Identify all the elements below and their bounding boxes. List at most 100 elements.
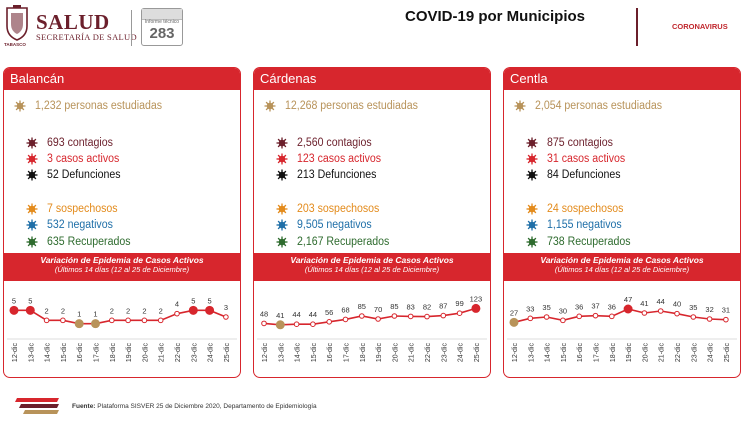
data-label: 85 (390, 302, 398, 311)
tick-label: 17-dic (94, 343, 101, 363)
data-point (576, 313, 582, 320)
data-label: 5 (208, 296, 212, 305)
data-label: 2 (110, 306, 114, 315)
virus-icon (526, 236, 538, 248)
data-point (440, 312, 447, 319)
stat-sospechosos: 24 sospechosos (526, 202, 630, 216)
data-label: 99 (455, 299, 463, 308)
stat-activos-label: 123 casos activos (297, 153, 382, 165)
virus-icon (264, 100, 276, 112)
virus-icon (276, 236, 288, 248)
tick-label: 17-dic (594, 343, 601, 363)
data-point (109, 317, 115, 324)
stat-contagios: 693 contagios (26, 136, 119, 150)
data-point (527, 315, 534, 322)
data-label: 44 (309, 310, 317, 319)
active-cases-chart: 48 12-dic 41 13-dic 44 14-dic 44 15-dic 56 16-dic… (257, 294, 487, 363)
tick-label: 24-dic (458, 343, 465, 363)
virus-icon (276, 219, 288, 231)
footer-label: Fuente: (72, 403, 96, 410)
data-label: 48 (260, 309, 268, 318)
data-label: 33 (526, 304, 534, 313)
tick-label: 20-dic (142, 343, 149, 363)
footer-logo-icon (15, 398, 59, 414)
data-label: 44 (292, 310, 300, 319)
header-divider (131, 10, 132, 46)
stat-studied: 12,268 personas estudiadas (264, 99, 430, 113)
data-label: 70 (374, 305, 382, 314)
data-point (261, 320, 267, 327)
data-point (74, 319, 84, 329)
stat-negativos-label: 1,155 negativos (547, 219, 622, 231)
data-label: 87 (439, 302, 447, 311)
footer-text: Plataforma SISVER 25 de Diciembre 2020, … (97, 403, 317, 410)
data-label: 36 (608, 302, 616, 311)
stat-activos: 123 casos activos (276, 152, 388, 166)
data-label: 47 (624, 295, 632, 304)
brand-state: TABASCO (4, 42, 26, 47)
data-label: 2 (45, 306, 49, 315)
tick-label: 12-dic (262, 343, 269, 363)
data-point (342, 316, 349, 323)
data-point (43, 317, 50, 324)
stat-sospechosos-label: 24 sospechosos (547, 203, 624, 215)
stat-activos-label: 3 casos activos (47, 153, 120, 165)
tick-label: 13-dic (528, 343, 535, 363)
data-point (275, 320, 285, 330)
chart-title: Variación de Epidemia de Casos Activos (290, 255, 454, 265)
virus-icon (526, 169, 538, 181)
data-point (674, 310, 680, 317)
data-point (293, 321, 300, 328)
virus-icon (26, 137, 38, 149)
data-point (359, 313, 365, 319)
virus-icon (514, 100, 526, 112)
chart-title: Variación de Epidemia de Casos Activos (40, 255, 204, 265)
stat-defunciones-label: 84 Defunciones (547, 169, 621, 181)
data-label: 40 (673, 300, 681, 309)
active-cases-chart: 27 12-dic 33 13-dic 35 14-dic 30 15-dic 36 16-dic… (507, 295, 737, 363)
virus-icon (26, 153, 38, 165)
tick-label: 23-dic (691, 343, 698, 363)
virus-icon (526, 153, 538, 165)
virus-icon (276, 203, 288, 215)
virus-icon (26, 203, 38, 215)
panel-title: Cárdenas (254, 68, 490, 90)
tick-label: 23-dic (441, 343, 448, 363)
data-label: 123 (470, 294, 483, 303)
chart-subtitle: (Últimos 14 días (12 al 25 de Diciembre) (554, 265, 690, 274)
tick-label: 14-dic (295, 343, 302, 363)
data-label: 4 (175, 300, 179, 309)
virus-icon (14, 100, 26, 112)
data-point (641, 310, 648, 316)
data-point (456, 310, 463, 317)
tick-label: 12-dic (512, 343, 519, 363)
data-label: 35 (689, 303, 697, 312)
calendar-label: Informe técnico (144, 19, 180, 25)
virus-icon (26, 219, 38, 231)
data-point (706, 316, 713, 322)
data-label: 41 (276, 311, 284, 320)
data-label: 44 (657, 297, 665, 306)
data-point (471, 303, 481, 313)
data-label: 3 (224, 303, 228, 312)
data-point (690, 314, 697, 320)
panel-title: Centla (504, 68, 740, 90)
virus-icon (26, 236, 38, 248)
data-point (157, 317, 164, 324)
data-point (205, 305, 215, 315)
virus-icon (526, 137, 538, 149)
data-point (543, 314, 550, 320)
brand-subtitle: SECRETARÍA DE SALUD (36, 32, 137, 42)
data-label: 2 (61, 306, 65, 315)
stat-contagios: 2,560 contagios (276, 136, 378, 150)
stat-recuperados: 738 Recuperados (526, 235, 638, 249)
data-label: 32 (705, 305, 713, 314)
tick-label: 17-dic (344, 343, 351, 363)
calendar-icon (142, 9, 182, 20)
tick-label: 19-dic (126, 343, 133, 363)
stat-recuperados-label: 2,167 Recuperados (297, 236, 390, 248)
virus-icon (26, 169, 38, 181)
chart-header: Variación de Epidemia de Casos Activos (Ú… (4, 253, 240, 281)
data-point (657, 308, 664, 314)
data-point (509, 317, 519, 327)
